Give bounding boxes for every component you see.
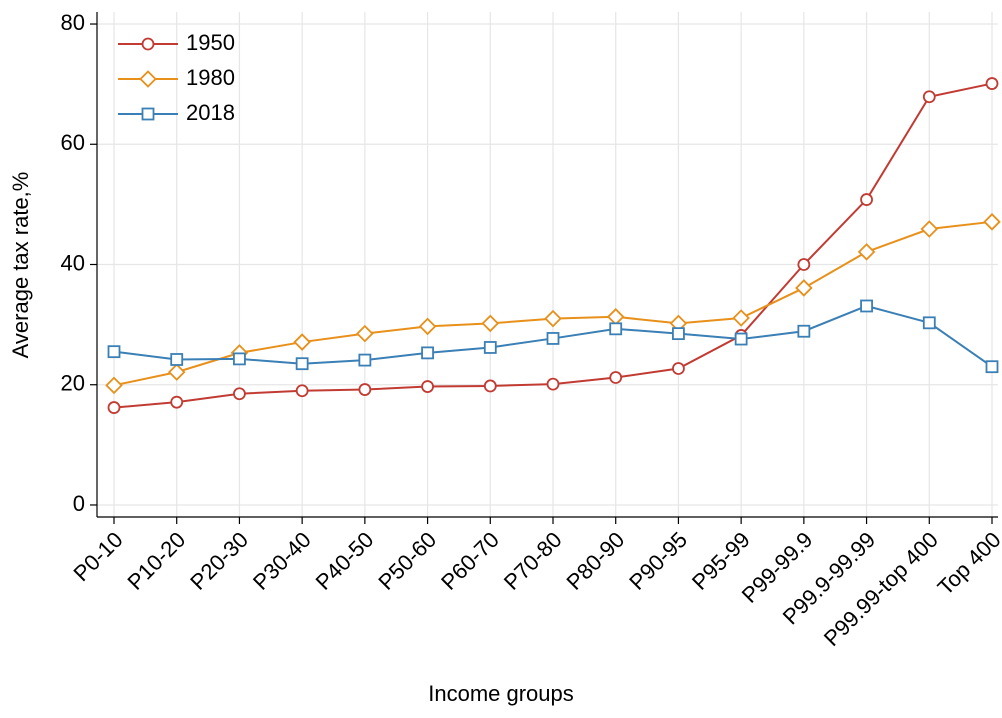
point: [358, 353, 372, 367]
legend-marker: [139, 70, 157, 88]
point: [105, 376, 123, 395]
point: [483, 379, 497, 393]
y-tick-label: 40: [61, 250, 85, 275]
point: [860, 193, 873, 206]
y-tick-label: 0: [73, 491, 85, 516]
point: [295, 384, 309, 398]
y-tick-label: 80: [61, 10, 85, 35]
legend-label: 1950: [186, 30, 235, 55]
point: [732, 309, 750, 327]
x-tick-label: P70-80: [499, 527, 567, 595]
point: [107, 345, 121, 359]
point: [672, 362, 685, 375]
x-tick-label: P20-30: [185, 527, 253, 595]
point: [795, 279, 813, 297]
y-tick-label: 60: [61, 130, 85, 155]
x-axis-title: Income groups: [428, 681, 574, 706]
legend-label: 1980: [186, 65, 235, 90]
point: [922, 90, 936, 104]
point: [167, 363, 186, 381]
point: [170, 353, 184, 366]
x-tick-label: P50-60: [373, 527, 441, 595]
x-tick-label: P90-95: [624, 527, 692, 595]
point: [421, 346, 434, 360]
point: [233, 352, 246, 366]
legend-label: 2018: [186, 100, 235, 125]
point: [985, 360, 999, 374]
point: [233, 387, 246, 401]
point: [546, 332, 560, 345]
point: [985, 77, 999, 90]
point: [421, 380, 434, 393]
y-axis-title: Average tax rate,%: [8, 172, 33, 359]
point: [609, 371, 623, 384]
x-tick-label: P60-70: [436, 527, 504, 595]
point: [609, 322, 623, 336]
point: [483, 341, 497, 354]
x-tick-label: P80-90: [562, 527, 630, 595]
point: [546, 377, 560, 391]
point: [356, 324, 374, 343]
x-tick-label: P40-50: [311, 527, 379, 595]
y-tick-label: 20: [61, 371, 85, 396]
point: [857, 243, 876, 261]
x-tick-label: Top 400: [933, 527, 1002, 600]
point: [922, 316, 936, 330]
point: [358, 383, 372, 396]
point: [107, 401, 121, 414]
legend-marker: [141, 37, 155, 51]
point: [544, 309, 562, 328]
point: [734, 332, 748, 346]
legend-marker: [141, 107, 155, 121]
point: [418, 317, 437, 336]
point: [295, 357, 309, 371]
point: [797, 324, 811, 338]
point: [293, 333, 311, 351]
point: [481, 314, 500, 333]
x-tick-label: P99.99-top 400: [819, 527, 943, 651]
point: [860, 299, 873, 313]
x-tick-label: P10-20: [123, 527, 191, 595]
x-tick-label: P30-40: [248, 527, 316, 595]
point: [983, 213, 1001, 231]
point: [920, 220, 939, 238]
point: [606, 308, 625, 326]
x-tick-label: P0-10: [68, 527, 127, 586]
point: [797, 258, 811, 271]
point: [170, 395, 184, 409]
point: [672, 327, 685, 341]
